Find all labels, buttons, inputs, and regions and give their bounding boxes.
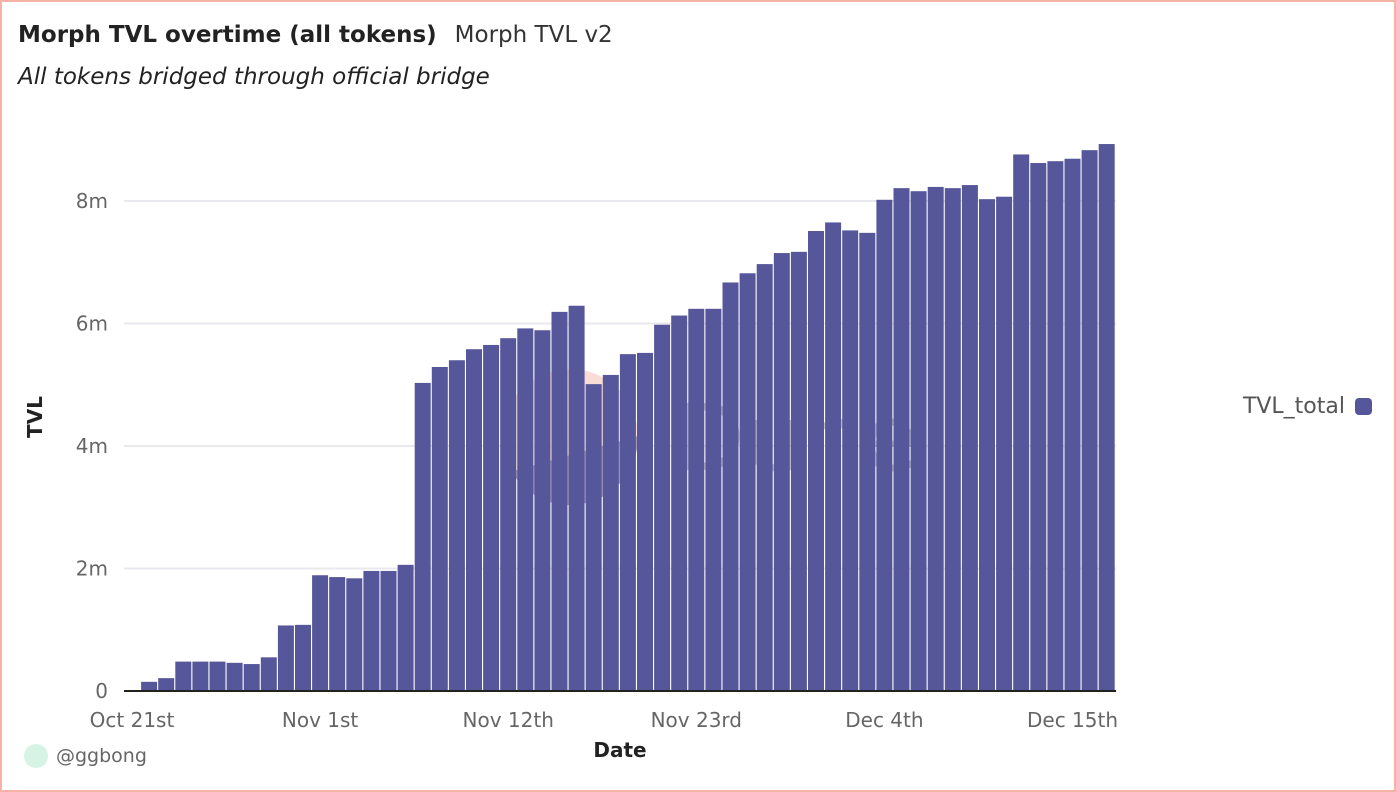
bar[interactable]: Dec 1: 7.65m: [825, 222, 842, 691]
bar[interactable]: Oct 31: 1.08m: [295, 624, 311, 691]
bar[interactable]: Nov 3: 1.84m: [346, 578, 363, 691]
bar[interactable]: Nov 4: 1.96m: [363, 570, 380, 691]
bar[interactable]: Nov 29: 7.17m: [790, 251, 807, 691]
bar[interactable]: Nov 21: 5.98m: [654, 324, 671, 691]
bar[interactable]: Oct 22: 0.15m: [141, 681, 158, 691]
x-tick-label: Oct 21st: [90, 708, 175, 732]
bar[interactable]: Dec 5: 8.21m: [893, 188, 910, 691]
bar[interactable]: Nov 12: 5.76m: [500, 338, 517, 691]
bar[interactable]: Oct 30: 1.07m: [277, 625, 294, 691]
bar[interactable]: Oct 26: 0.48m: [209, 661, 226, 691]
bar[interactable]: Dec 12: 8.76m: [1013, 154, 1030, 691]
legend-swatch-icon: [1355, 398, 1372, 415]
y-tick-label: 6m: [76, 312, 108, 336]
bar[interactable]: Nov 25: 6.67m: [722, 282, 739, 691]
bar[interactable]: Nov 6: 2.06m: [397, 564, 414, 691]
x-tick-label: Dec 15th: [1027, 708, 1118, 732]
x-tick-label: Nov 12th: [463, 708, 554, 732]
bar[interactable]: Nov 18: 5.16m: [602, 374, 619, 691]
bar[interactable]: Nov 28: 7.15m: [773, 253, 790, 691]
avatar: [24, 744, 48, 768]
bar[interactable]: Nov 13: 5.92m: [517, 328, 534, 691]
query-name[interactable]: Morph TVL v2: [454, 22, 613, 48]
x-axis-title: Date: [593, 738, 646, 762]
bar[interactable]: Dec 6: 8.16m: [910, 191, 927, 691]
chart-title-row: Morph TVL overtime (all tokens) Morph TVL…: [18, 22, 613, 48]
bar[interactable]: Oct 23: 0.21m: [158, 678, 175, 691]
bar[interactable]: Nov 19: 5.5m: [619, 354, 636, 691]
y-tick-labels: 0 2m 4m 6m 8m: [76, 189, 108, 703]
x-tick-label: Dec 4th: [845, 708, 923, 732]
bar[interactable]: Oct 25: 0.48m: [192, 661, 209, 691]
y-tick-label: 8m: [76, 189, 108, 213]
author-name: @ggbong: [56, 745, 147, 767]
bar[interactable]: Nov 2: 1.86m: [329, 577, 346, 691]
bar[interactable]: Nov 20: 5.52m: [637, 352, 653, 691]
bar[interactable]: Nov 10: 5.58m: [466, 349, 482, 691]
y-tick-label: 4m: [76, 434, 108, 458]
bar[interactable]: Dec 11: 8.07m: [996, 196, 1013, 691]
bar[interactable]: Nov 23: 6.24m: [688, 308, 705, 691]
bar[interactable]: Nov 8: 5.29m: [431, 366, 448, 691]
legend-item-tvl-total[interactable]: TVL_total: [1243, 394, 1372, 419]
bar[interactable]: Nov 5: 1.96m: [380, 570, 397, 691]
bar[interactable]: Dec 8: 8.21m: [944, 188, 961, 691]
bar[interactable]: Oct 29: 0.55m: [260, 657, 277, 691]
x-tick-labels: Oct 21st Nov 1st Nov 12th Nov 23rd Dec 4th De…: [90, 708, 1118, 732]
bar[interactable]: Dec 4: 8.02m: [876, 199, 893, 691]
bar[interactable]: Nov 22: 6.13m: [671, 315, 688, 691]
bar[interactable]: Dec 3: 7.48m: [859, 232, 876, 691]
x-tick-label: Nov 1st: [282, 708, 359, 732]
bar[interactable]: Dec 17: 8.93m: [1098, 144, 1115, 692]
bar[interactable]: Dec 15: 8.69m: [1064, 158, 1081, 692]
legend-label: TVL_total: [1242, 394, 1345, 419]
bar[interactable]: Oct 24: 0.48m: [175, 661, 192, 691]
bar[interactable]: Nov 1: 1.89m: [312, 575, 329, 691]
bar[interactable]: Nov 7: 5.03m: [414, 382, 431, 691]
y-axis-title: TVL: [23, 396, 47, 438]
bar[interactable]: Dec 2: 7.52m: [842, 230, 859, 691]
bar[interactable]: Dec 7: 8.23m: [927, 186, 944, 691]
bar[interactable]: Nov 24: 6.24m: [705, 308, 722, 691]
bar[interactable]: Nov 17: 5.01m: [585, 384, 602, 691]
bar[interactable]: Dec 16: 8.83m: [1081, 150, 1098, 692]
bar[interactable]: Dec 13: 8.62m: [1030, 163, 1047, 691]
y-tick-label: 2m: [76, 557, 108, 581]
bar[interactable]: Dec 9: 8.26m: [961, 185, 978, 691]
chart-title: Morph TVL overtime (all tokens): [18, 22, 437, 48]
bar[interactable]: Nov 14: 5.89m: [534, 330, 551, 691]
bar[interactable]: Nov 11: 5.65m: [483, 344, 500, 691]
bars: Oct 22: 0.15mOct 23: 0.21mOct 24: 0.48mO…: [141, 144, 1115, 692]
chart-description: All tokens bridged through official brid…: [18, 64, 490, 90]
y-tick-label: 0: [95, 679, 108, 703]
author-badge[interactable]: @ggbong: [24, 744, 147, 768]
bar[interactable]: Nov 30: 7.51m: [808, 231, 824, 691]
bar[interactable]: Nov 9: 5.4m: [448, 360, 465, 691]
bar[interactable]: Oct 28: 0.44m: [243, 664, 260, 691]
bar[interactable]: Oct 27: 0.46m: [226, 662, 243, 691]
bar[interactable]: Nov 16: 6.29m: [568, 305, 585, 691]
bar[interactable]: Nov 26: 6.82m: [739, 273, 756, 691]
bar[interactable]: Dec 14: 8.65m: [1047, 161, 1064, 691]
bar[interactable]: Dec 10: 8.03m: [979, 199, 995, 691]
bar[interactable]: Nov 27: 6.97m: [756, 264, 773, 691]
x-tick-label: Nov 23rd: [651, 708, 742, 732]
bar[interactable]: Nov 15: 6.19m: [551, 311, 568, 691]
